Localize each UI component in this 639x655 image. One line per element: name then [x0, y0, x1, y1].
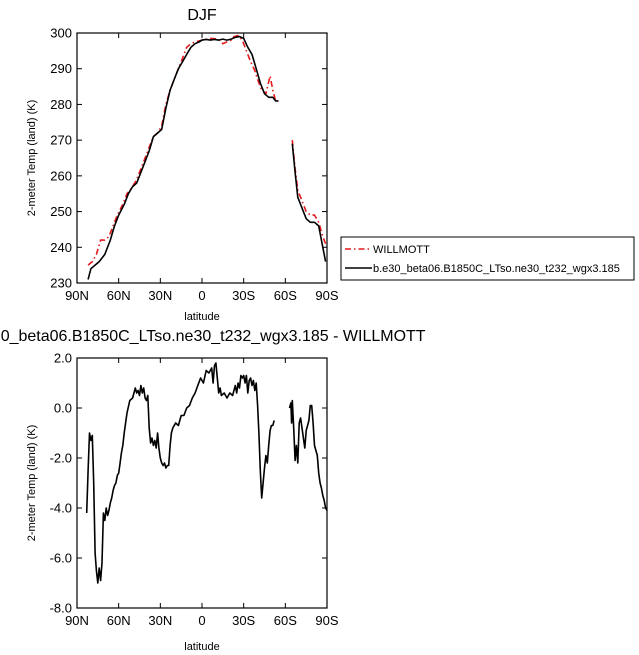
top-y-tick-label: 260 [50, 168, 72, 183]
legend: WILLMOTT b.e30_beta06.B1850C_LTso.ne30_t… [340, 236, 635, 281]
bottom-x-tick-label: 60S [274, 613, 297, 628]
bottom-x-axis-label: latitude [184, 641, 219, 653]
top-y-tick-label: 230 [50, 276, 72, 291]
bottom-x-tick-label: 30N [148, 613, 172, 628]
bottom-x-tick-label: 30S [232, 613, 255, 628]
top-y-tick-label: 250 [50, 204, 72, 219]
top-axis-ticks: 90N 60N 30N 0 30S 60S 90S 230 240 250 260 270 280 290… [50, 26, 339, 304]
bottom-axis-ticks: 90N 60N 30N 0 30S 60S 90S -8.0 -6.0 -4.0 -2.0 0.0 2.… [50, 351, 339, 629]
top-series-line-1 [87, 35, 279, 280]
top-y-tick-label: 300 [50, 26, 72, 41]
top-x-tick-label: 30N [148, 288, 172, 303]
top-series-line-1 [291, 143, 327, 262]
bottom-y-tick-label: 0.0 [54, 401, 72, 416]
top-y-axis-label: 2-meter Temp (land) (K) [26, 100, 38, 217]
top-y-tick-label: 240 [50, 240, 72, 255]
top-plot-frame [76, 32, 328, 284]
bottom-chart-title: .e30_beta06.B1850C_LTso.ne30_t232_wgx3.1… [0, 328, 426, 345]
top-y-tick-label: 290 [50, 61, 72, 76]
bottom-series-line-0 [85, 362, 275, 584]
panel-bottom: .e30_beta06.B1850C_LTso.ne30_t232_wgx3.1… [0, 328, 426, 653]
top-x-axis-label: latitude [184, 311, 219, 323]
bottom-x-tick-label: 90N [65, 613, 89, 628]
top-x-tick-label: 30S [232, 288, 255, 303]
bottom-data-lines [85, 362, 328, 584]
top-x-tick-label: 60N [107, 288, 131, 303]
bottom-y-tick-label: -4.0 [50, 501, 72, 516]
bottom-y-axis-label: 2-meter Temp (land) (K) [26, 425, 38, 542]
bottom-series-line-0 [288, 399, 328, 511]
bottom-x-tick-label: 0 [198, 613, 205, 628]
top-x-tick-label: 60S [274, 288, 297, 303]
bottom-plot-frame [76, 357, 328, 609]
legend-label-model: b.e30_beta06.B1850C_LTso.ne30_t232_wgx3.… [373, 263, 620, 275]
legend-label-willmott: WILLMOTT [373, 244, 430, 256]
top-x-tick-label: 90S [315, 288, 338, 303]
top-x-tick-label: 90N [65, 288, 89, 303]
top-chart-title: DJF [187, 7, 217, 24]
bottom-x-tick-label: 60N [107, 613, 131, 628]
top-series-line-0 [291, 140, 327, 244]
top-y-tick-label: 280 [50, 97, 72, 112]
top-x-tick-label: 0 [198, 288, 205, 303]
top-y-tick-label: 270 [50, 133, 72, 148]
panel-top: DJF latitude 2-meter Temp (land) (K) 90N… [26, 7, 339, 323]
bottom-x-tick-label: 90S [315, 613, 338, 628]
legend-box [340, 236, 635, 281]
bottom-y-tick-label: 2.0 [54, 351, 72, 366]
top-data-lines [87, 34, 327, 280]
top-series-line-0 [87, 34, 279, 266]
bottom-y-tick-label: -6.0 [50, 551, 72, 566]
bottom-y-tick-label: -8.0 [50, 601, 72, 616]
bottom-y-tick-label: -2.0 [50, 451, 72, 466]
